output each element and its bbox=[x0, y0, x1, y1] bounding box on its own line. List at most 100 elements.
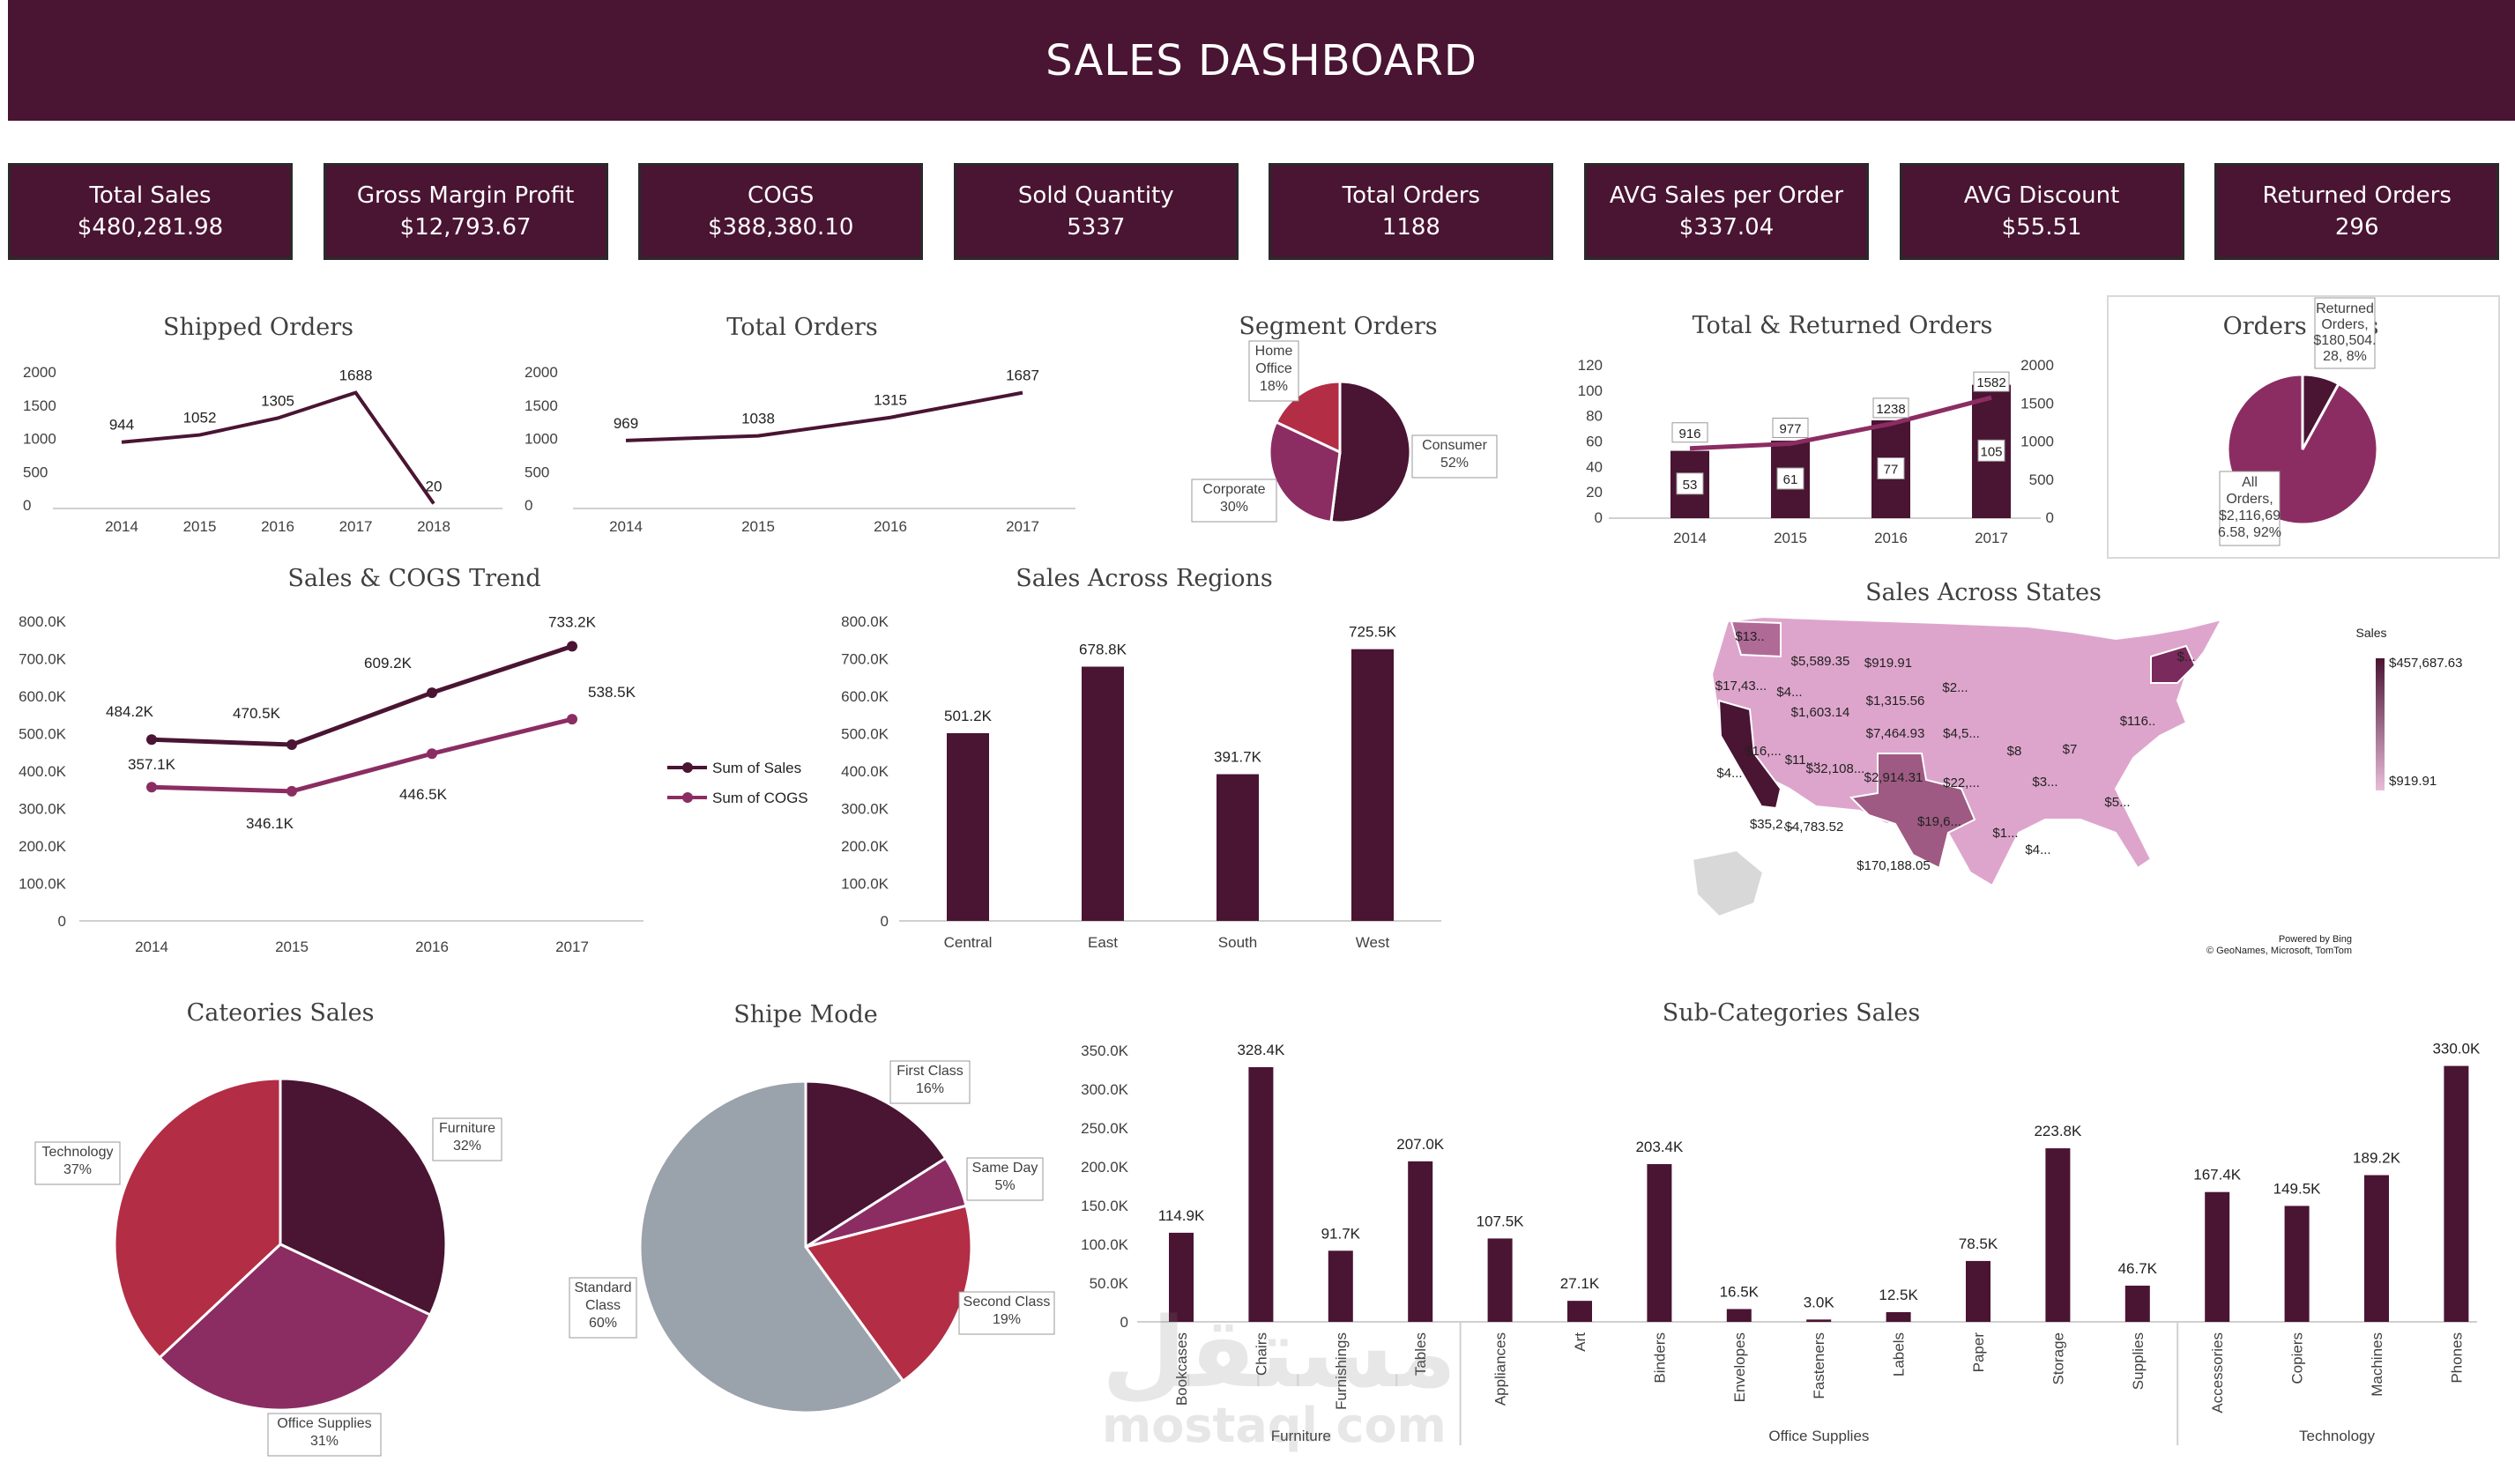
total-returned-orders-svg: Total & Returned Orders 120 100 80 60 40 20 0 20… bbox=[1578, 312, 2054, 546]
bar bbox=[1806, 1319, 1832, 1322]
slice-label: Orders, bbox=[2321, 317, 2368, 332]
line-label-box bbox=[1973, 371, 2010, 392]
data-point bbox=[286, 739, 297, 751]
y-tick-label: 150.0K bbox=[1081, 1198, 1129, 1214]
state-sales-label: $116.. bbox=[2120, 714, 2156, 729]
sales-regions-svg: Sales Across Regions 800.0K 700.0K 600.0K 50… bbox=[841, 565, 1441, 951]
y-tick-label: 100 bbox=[1578, 382, 1603, 399]
y-tick-label: 250.0K bbox=[1081, 1120, 1129, 1137]
x-tick-label: Envelopes bbox=[1731, 1332, 1748, 1402]
kpi-label: Total Sales bbox=[89, 182, 212, 209]
slice-label: 19% bbox=[993, 1312, 1021, 1327]
y-tick-label: 200.0K bbox=[19, 838, 67, 855]
map-legend-max: $457,687.63 bbox=[2389, 656, 2462, 671]
ship-mode-chart: Shipe Mode First Class 16% Same Day 5% Second… bbox=[555, 987, 1067, 1428]
y2-tick-label: 500 bbox=[2029, 471, 2054, 488]
bar bbox=[1408, 1161, 1433, 1322]
x-tick-label: Appliances bbox=[1492, 1332, 1509, 1406]
slice-label: Office bbox=[1255, 361, 1292, 376]
state-sales-label: $16,... bbox=[1745, 744, 1782, 759]
y-tick-label: 20 bbox=[1586, 484, 1603, 501]
line-data-label: 1582 bbox=[1976, 375, 2005, 390]
data-label: 189.2K bbox=[2353, 1150, 2401, 1167]
callout-box bbox=[958, 1291, 1055, 1335]
bar-label-box bbox=[1676, 472, 1704, 495]
y-tick-label: 40 bbox=[1586, 458, 1603, 475]
categories-sales-chart: Cateories Sales Furniture 32% Office Suppli… bbox=[9, 987, 555, 1463]
chart-title: Shipped Orders bbox=[163, 314, 353, 341]
y-tick-label: 2000 bbox=[23, 364, 56, 381]
y-tick-label: 200.0K bbox=[841, 838, 889, 855]
data-label: 725.5K bbox=[1349, 624, 1397, 641]
slice-label: 32% bbox=[453, 1139, 481, 1154]
y-tick-label: 700.0K bbox=[19, 651, 67, 668]
data-point bbox=[567, 714, 577, 725]
subcategories-sales-chart: Sub-Categories Sales 350.0K 300.0K 250.0K 20… bbox=[1067, 987, 2512, 1463]
data-label: 330.0K bbox=[2432, 1041, 2481, 1057]
x-tick-label: Accessories bbox=[2209, 1332, 2226, 1414]
bar bbox=[2045, 1148, 2071, 1322]
state-sales-label: $5,589.35 bbox=[1791, 654, 1850, 669]
chart-title: Total Orders bbox=[726, 314, 877, 341]
data-label: 12.5K bbox=[1879, 1287, 1918, 1303]
data-label: 346.1K bbox=[246, 815, 294, 832]
x-tick-label: Storage bbox=[2050, 1332, 2066, 1385]
data-point bbox=[427, 748, 437, 760]
sales-cogs-trend-svg: Sales & COGS Trend 800.0K 700.0K 600.0K 500.… bbox=[19, 565, 808, 955]
x-tick-label: 2017 bbox=[339, 518, 373, 535]
bar bbox=[1567, 1301, 1592, 1322]
state-sales-label: $919.91 bbox=[1864, 656, 1912, 671]
x-tick-label: Chairs bbox=[1253, 1332, 1269, 1376]
x-tick-label: Fasteners bbox=[1811, 1332, 1827, 1399]
x-tick-label: South bbox=[1218, 934, 1257, 951]
chart-title: Sales Across Regions bbox=[1016, 565, 1272, 592]
y-tick-label: 0 bbox=[1120, 1314, 1128, 1331]
data-label: 203.4K bbox=[1635, 1139, 1684, 1155]
y-tick-label: 0 bbox=[881, 913, 889, 930]
callout-box bbox=[2314, 297, 2376, 369]
group-label: Furniture bbox=[1271, 1428, 1331, 1444]
callout-box bbox=[569, 1277, 637, 1339]
series-line bbox=[1689, 395, 1992, 451]
data-label: 27.1K bbox=[1560, 1275, 1600, 1292]
y2-tick-label: 1000 bbox=[2020, 434, 2054, 450]
group-label: Office Supplies bbox=[1768, 1428, 1869, 1444]
state-sales-label: $32,108... bbox=[1806, 761, 1865, 776]
callout-box bbox=[432, 1117, 502, 1161]
x-tick-label: 2016 bbox=[415, 939, 449, 955]
bar bbox=[2124, 1285, 2150, 1322]
bar-data-label: 77 bbox=[1884, 462, 1899, 477]
kpi-label: Gross Margin Profit bbox=[356, 182, 575, 209]
kpi-card: AVG Discount $55.51 bbox=[1899, 163, 2184, 260]
bar bbox=[1487, 1238, 1513, 1322]
data-label: 91.7K bbox=[1321, 1225, 1361, 1242]
bar bbox=[1647, 1164, 1672, 1322]
legend-marker bbox=[682, 762, 693, 773]
y2-tick-label: 0 bbox=[2046, 509, 2054, 526]
y-tick-label: 400.0K bbox=[19, 763, 67, 780]
bar bbox=[1351, 649, 1394, 921]
callout-box bbox=[1191, 479, 1277, 523]
bar-data-label: 105 bbox=[1980, 444, 2002, 459]
bar-label-box bbox=[1877, 456, 1905, 479]
slice-label: Second Class bbox=[964, 1295, 1051, 1310]
y-tick-label: 500.0K bbox=[19, 726, 67, 743]
slice-label: Orders, bbox=[2226, 492, 2273, 507]
slice-label: First Class bbox=[897, 1064, 964, 1079]
state-sales-label: $4... bbox=[1776, 685, 1802, 700]
data-point bbox=[146, 734, 157, 746]
state-sales-label: $7,464.93 bbox=[1866, 726, 1925, 741]
bar bbox=[1169, 1232, 1194, 1322]
state-sales-label: $4... bbox=[1716, 766, 1742, 781]
y-tick-label: 120 bbox=[1578, 357, 1603, 374]
y2-tick-label: 2000 bbox=[2020, 357, 2054, 374]
map-legend-title: Sales bbox=[2355, 626, 2386, 640]
slice-label: Class bbox=[585, 1298, 621, 1313]
data-label: 470.5K bbox=[233, 705, 281, 722]
x-tick-label: Machines bbox=[2369, 1332, 2385, 1397]
y-tick-label: 200.0K bbox=[1081, 1159, 1129, 1176]
kpi-card: AVG Sales per Order $337.04 bbox=[1584, 163, 1869, 260]
x-tick-label: 2014 bbox=[609, 518, 643, 535]
slice-label: All bbox=[2242, 475, 2258, 490]
chart-title: Cateories Sales bbox=[187, 999, 375, 1027]
